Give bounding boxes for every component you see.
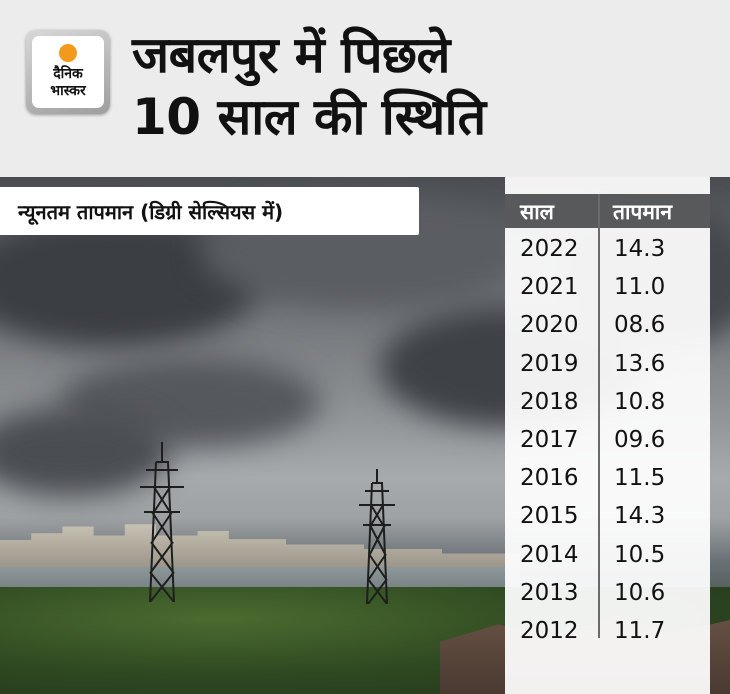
- cell-year: 2017: [520, 427, 579, 453]
- table-row: 2012 11.7: [505, 614, 710, 652]
- cell-year: 2021: [520, 274, 579, 301]
- logo-badge: दैनिक भास्कर: [32, 36, 104, 108]
- column-header-year: साल: [520, 200, 554, 224]
- table-row: 2018 10.8: [505, 385, 710, 423]
- header: दैनिक भास्कर जबलपुर में पिछले 10 साल की …: [0, 0, 730, 177]
- cell-year: 2015: [520, 503, 579, 530]
- table-row: 2014 10.5: [505, 538, 710, 576]
- cell-temperature: 10.5: [614, 541, 666, 568]
- cell-year: 2012: [520, 618, 579, 644]
- logo-text-line1: दैनिक: [53, 66, 83, 82]
- cell-temperature: 10.6: [614, 579, 666, 606]
- cell-year: 2016: [520, 465, 579, 492]
- cell-year: 2019: [520, 350, 579, 377]
- brand-logo[interactable]: दैनिक भास्कर: [26, 30, 110, 114]
- headline-line1: जबलपुर में पिछले: [132, 26, 450, 84]
- cell-temperature: 08.6: [614, 312, 666, 339]
- power-tower-icon: [359, 469, 395, 604]
- city-skyline: [0, 524, 520, 567]
- chart-caption: न्यूनतम तापमान (डिग्री सेल्सियस में): [0, 187, 419, 235]
- cell-year: 2022: [520, 236, 579, 262]
- power-tower-icon: [140, 442, 184, 602]
- cell-year: 2014: [520, 541, 579, 568]
- table-row: 2022 14.3: [505, 232, 710, 270]
- cloud: [0, 407, 170, 497]
- caption-text: न्यूनतम तापमान (डिग्री सेल्सियस में): [18, 200, 284, 224]
- table-row: 2015 14.3: [505, 499, 710, 537]
- cell-year: 2018: [520, 388, 579, 415]
- column-header-temp: तापमान: [613, 200, 672, 224]
- table-row: 2013 10.6: [505, 576, 710, 614]
- table-row: 2017 09.6: [505, 423, 710, 461]
- table-header: साल तापमान: [505, 194, 710, 228]
- cell-temperature: 14.3: [614, 503, 666, 530]
- cell-temperature: 13.6: [614, 350, 666, 377]
- table-row: 2019 13.6: [505, 347, 710, 385]
- cell-temperature: 11.5: [614, 465, 666, 492]
- table-row: 2016 11.5: [505, 461, 710, 499]
- cell-temperature: 09.6: [614, 427, 666, 453]
- column-divider: [598, 194, 600, 638]
- temperature-table: साल तापमान 2022 14.3 2021 11.0 2020 08.6 2019 1…: [505, 177, 710, 694]
- cell-temperature: 14.3: [614, 236, 666, 262]
- sun-icon: [59, 44, 77, 62]
- cell-year: 2013: [520, 579, 579, 606]
- table-row: 2021 11.0: [505, 270, 710, 308]
- logo-text-line2: भास्कर: [50, 83, 86, 99]
- headline-line2: 10 साल की स्थिति: [132, 88, 486, 146]
- cell-year: 2020: [520, 312, 579, 339]
- cell-temperature: 11.0: [614, 274, 666, 301]
- table-row: 2020 08.6: [505, 308, 710, 346]
- cell-temperature: 10.8: [614, 388, 666, 415]
- cell-temperature: 11.7: [614, 618, 666, 644]
- headline: जबलपुर में पिछले 10 साल की स्थिति: [132, 24, 486, 148]
